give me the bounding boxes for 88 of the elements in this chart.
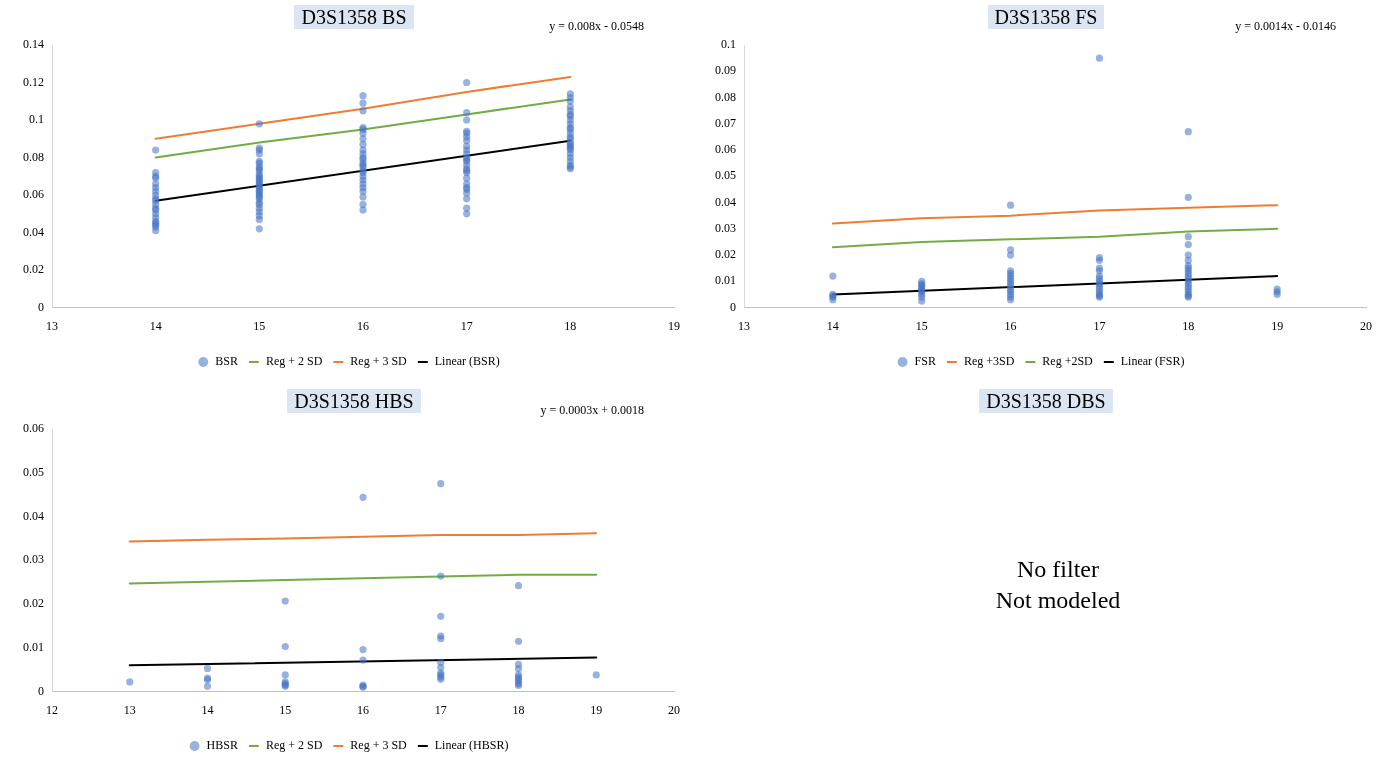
y-tick-label: 0.04 xyxy=(23,224,44,239)
x-tick-label: 20 xyxy=(668,702,680,717)
y-tick-label: 0.02 xyxy=(23,596,44,611)
x-tick-label: 15 xyxy=(253,318,266,333)
y-tick-label: 0.12 xyxy=(23,74,44,89)
point xyxy=(359,493,367,501)
point xyxy=(359,656,367,664)
y-tick-label: 0.04 xyxy=(23,508,44,523)
point xyxy=(514,582,523,590)
x-tick-label: 14 xyxy=(201,702,214,717)
x-tick-label: 13 xyxy=(46,318,58,333)
y-tick-label: 0.04 xyxy=(715,194,736,209)
x-tick-label: 16 xyxy=(357,702,369,717)
x-tick-label: 16 xyxy=(1004,318,1017,333)
x-tick-label: 12 xyxy=(46,702,58,717)
x-tick-label: 19 xyxy=(590,702,603,717)
x-tick-label: 13 xyxy=(738,318,750,333)
point xyxy=(437,572,445,580)
point xyxy=(359,645,367,654)
point xyxy=(281,671,289,679)
chart-title: D3S1358 HBS xyxy=(287,389,421,413)
x-tick-label: 14 xyxy=(149,318,162,333)
legend-label: Linear (HBSR) xyxy=(434,738,509,753)
text: y = 0.0003x + 0.0018 xyxy=(540,403,644,418)
y-tick-label: 0.14 xyxy=(23,37,44,52)
y-tick-label: 0.06 xyxy=(715,142,736,157)
text: y = 0.008x - 0.0548 xyxy=(549,19,644,34)
legend-label: FSR xyxy=(914,354,936,369)
x-tick-label: 15 xyxy=(279,702,292,717)
y-tick-label: 0 xyxy=(730,299,736,314)
text: D3S1358 DBS xyxy=(979,389,1113,413)
x-tick-label: 17 xyxy=(460,318,473,333)
point xyxy=(437,480,445,488)
y-tick-label: 0.03 xyxy=(23,552,44,567)
x-tick-label: 18 xyxy=(564,318,577,333)
x-tick-label: 14 xyxy=(826,318,839,333)
chart-title: D3S1358 FS xyxy=(987,5,1105,29)
x-tick-label: 20 xyxy=(1360,318,1372,333)
y-tick-label: 0.02 xyxy=(715,247,736,262)
y-tick-label: 0.03 xyxy=(715,220,736,235)
legend-label: BSR xyxy=(215,354,238,369)
y-tick-label: 0.06 xyxy=(23,421,44,436)
legend-label: Reg + 2 SD xyxy=(265,738,323,753)
x-tick-label: 18 xyxy=(512,702,525,717)
point xyxy=(203,664,212,672)
point xyxy=(592,671,600,679)
legend-label: Reg +3SD xyxy=(963,354,1015,369)
y-tick-label: 0.1 xyxy=(721,37,736,52)
y-tick-label: 0.08 xyxy=(715,89,736,104)
legend-label: Reg + 2 SD xyxy=(265,354,323,369)
point xyxy=(437,663,445,672)
y-tick-label: 0.05 xyxy=(23,464,44,479)
y-tick-label: 0.09 xyxy=(715,63,736,78)
x-tick-label: 17 xyxy=(434,702,447,717)
point xyxy=(281,642,289,651)
text: y = 0.0014x - 0.0146 xyxy=(1235,19,1336,34)
legend-label: Linear (FSR) xyxy=(1120,354,1185,369)
x-tick-label: 18 xyxy=(1182,318,1195,333)
legend-label: Reg +2SD xyxy=(1042,354,1094,369)
x-tick-label: 19 xyxy=(668,318,680,333)
legend-label: Linear (BSR) xyxy=(434,354,500,369)
x-tick-label: 16 xyxy=(357,318,369,333)
text: No filter xyxy=(1016,555,1100,584)
y-tick-label: 0.01 xyxy=(23,639,44,654)
y-tick-label: 0 xyxy=(38,299,44,314)
chart-title: D3S1358 BS xyxy=(294,5,414,29)
text: Not modeled xyxy=(994,586,1122,615)
point xyxy=(514,637,523,645)
y-tick-label: 0.1 xyxy=(29,112,44,127)
x-tick-label: 13 xyxy=(123,702,136,717)
y-tick-label: 0 xyxy=(38,683,44,698)
legend-label: HBSR xyxy=(206,738,238,753)
point xyxy=(126,678,134,686)
y-tick-label: 0.05 xyxy=(715,168,736,183)
point xyxy=(437,612,445,620)
x-tick-label: 17 xyxy=(1093,318,1106,333)
point xyxy=(281,597,289,605)
point xyxy=(514,665,523,673)
y-tick-label: 0.08 xyxy=(23,149,44,164)
x-tick-label: 15 xyxy=(915,318,928,333)
legend-label: Reg + 3 SD xyxy=(350,738,408,753)
x-tick-label: 19 xyxy=(1271,318,1284,333)
y-tick-label: 0.07 xyxy=(715,115,736,130)
y-tick-label: 0.01 xyxy=(715,273,736,288)
y-tick-label: 0.06 xyxy=(23,187,44,202)
legend-label: Reg + 3 SD xyxy=(350,354,408,369)
point xyxy=(203,682,212,690)
y-tick-label: 0.02 xyxy=(23,262,44,277)
